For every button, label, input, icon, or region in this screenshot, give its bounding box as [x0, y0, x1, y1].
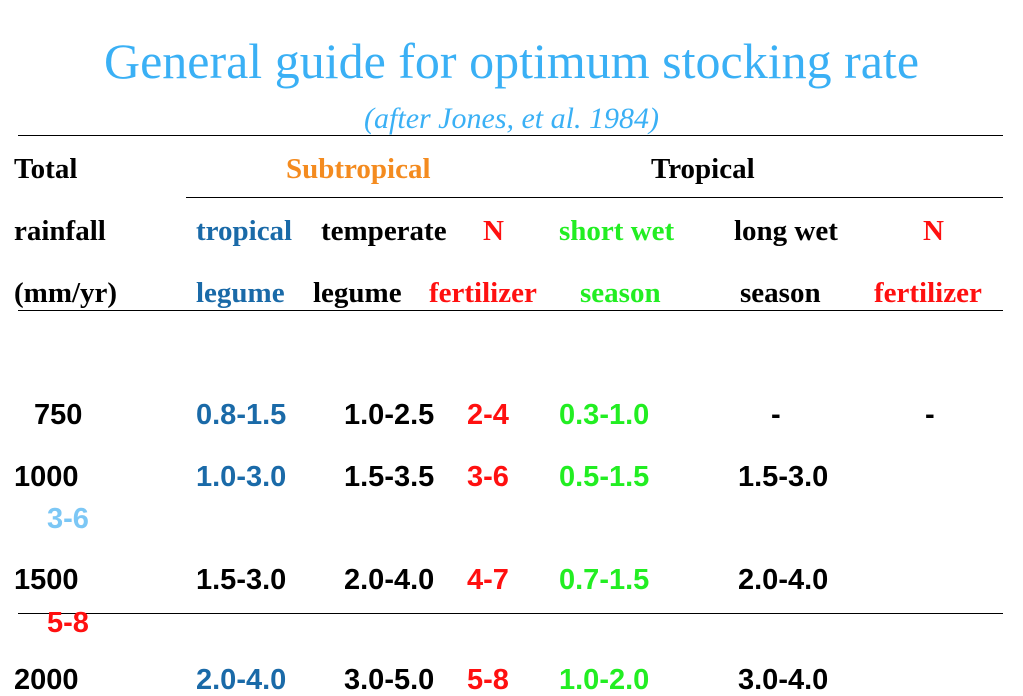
row-750-sub-n-fertilizer: 2-4: [467, 399, 509, 431]
header-temperate-legume-2: legume: [313, 277, 402, 309]
row-2000-sub-n-fertilizer: 5-8: [467, 664, 509, 696]
header-units: (mm/yr): [14, 277, 118, 309]
row-2000-rainfall: 2000: [14, 664, 79, 696]
header-group-tropical: Tropical: [651, 153, 755, 185]
row-750-short-wet: 0.3-1.0: [559, 399, 650, 431]
header-trop-n-fertilizer-2: fertilizer: [874, 277, 982, 309]
row-1000-sub-n-fertilizer: 3-6: [467, 461, 509, 493]
row-750-trop-n-fertilizer: -: [925, 399, 935, 431]
header-trop-n-fertilizer-1: N: [923, 215, 944, 247]
header-rainfall: rainfall: [14, 215, 106, 247]
row-1000-trop-n-fertilizer: 3-6: [47, 503, 89, 535]
row-2000-temperate-legume: 3.0-5.0: [344, 664, 435, 696]
header-short-wet-2: season: [580, 277, 661, 309]
row-750-tropical-legume: 0.8-1.5: [196, 399, 287, 431]
group-rule: [186, 197, 1003, 198]
row-1000-rainfall: 1000: [14, 461, 79, 493]
page-subtitle: (after Jones, et al. 1984): [364, 102, 659, 135]
row-1500-tropical-legume: 1.5-3.0: [196, 564, 287, 596]
page-title: General guide for optimum stocking rate: [103, 33, 920, 89]
row-1500-short-wet: 0.7-1.5: [559, 564, 650, 596]
row-1500-sub-n-fertilizer: 4-7: [467, 564, 509, 596]
top-rule: [18, 135, 1003, 136]
header-group-subtropical: Subtropical: [286, 153, 431, 185]
header-bottom-rule: [18, 310, 1003, 311]
row-1000-long-wet: 1.5-3.0: [738, 461, 829, 493]
row-1500-trop-n-fertilizer: 5-8: [47, 607, 89, 639]
header-sub-n-fertilizer-1: N: [483, 215, 504, 247]
row-1000-tropical-legume: 1.0-3.0: [196, 461, 287, 493]
header-tropical-legume-1: tropical: [196, 215, 293, 247]
row-750-long-wet: -: [771, 399, 781, 431]
lower-rule: [18, 613, 1003, 614]
header-short-wet-1: short wet: [559, 215, 675, 247]
row-1000-temperate-legume: 1.5-3.5: [344, 461, 435, 493]
row-1000-short-wet: 0.5-1.5: [559, 461, 650, 493]
header-total: Total: [14, 153, 78, 185]
row-1500-temperate-legume: 2.0-4.0: [344, 564, 435, 596]
row-2000-tropical-legume: 2.0-4.0: [196, 664, 287, 696]
row-2000-short-wet: 1.0-2.0: [559, 664, 650, 696]
header-tropical-legume-2: legume: [196, 277, 285, 309]
header-long-wet-2: season: [740, 277, 821, 309]
header-temperate-legume-1: temperate: [321, 215, 447, 247]
row-1500-long-wet: 2.0-4.0: [738, 564, 829, 596]
row-750-temperate-legume: 1.0-2.5: [344, 399, 435, 431]
row-1500-rainfall: 1500: [14, 564, 79, 596]
header-sub-n-fertilizer-2: fertilizer: [429, 277, 537, 309]
row-2000-long-wet: 3.0-4.0: [738, 664, 829, 696]
row-750-rainfall: 750: [34, 399, 83, 431]
header-long-wet-1: long wet: [734, 215, 838, 247]
